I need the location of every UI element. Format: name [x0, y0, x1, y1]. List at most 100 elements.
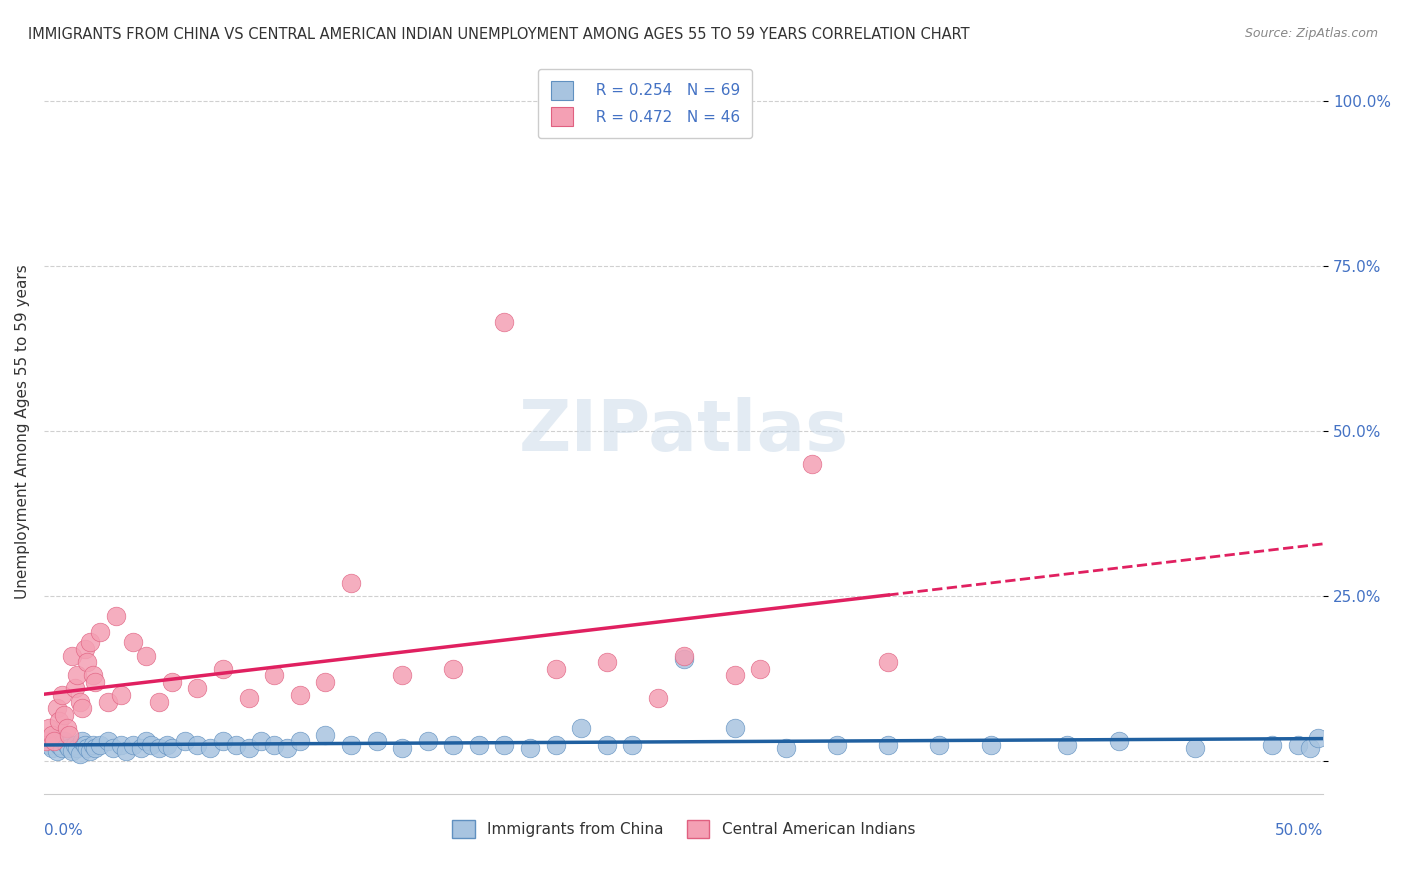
Immigrants from China [148, 740, 170, 755]
Immigrants from China [73, 738, 96, 752]
Immigrants from China [200, 740, 222, 755]
Immigrants from China [186, 738, 208, 752]
Central American Indians [56, 721, 79, 735]
Immigrants from China [129, 740, 152, 755]
Central American Indians [544, 662, 567, 676]
Immigrants from China [225, 738, 247, 752]
Immigrants from China [276, 740, 298, 755]
Central American Indians [122, 635, 145, 649]
Central American Indians [672, 648, 695, 663]
Central American Indians [110, 688, 132, 702]
Central American Indians [749, 662, 772, 676]
Immigrants from China [114, 744, 136, 758]
Central American Indians [263, 668, 285, 682]
Immigrants from China [101, 740, 124, 755]
Immigrants from China [468, 738, 491, 752]
Immigrants from China [48, 738, 70, 752]
Text: Source: ZipAtlas.com: Source: ZipAtlas.com [1244, 27, 1378, 40]
Immigrants from China [672, 652, 695, 666]
Immigrants from China [69, 747, 91, 762]
Central American Indians [186, 681, 208, 696]
Central American Indians [63, 681, 86, 696]
Immigrants from China [416, 734, 439, 748]
Immigrants from China [60, 744, 83, 758]
Central American Indians [391, 668, 413, 682]
Immigrants from China [45, 744, 67, 758]
Immigrants from China [519, 740, 541, 755]
Immigrants from China [53, 734, 76, 748]
Central American Indians [340, 576, 363, 591]
Immigrants from China [238, 740, 260, 755]
Immigrants from China [97, 734, 120, 748]
Immigrants from China [41, 740, 63, 755]
Text: IMMIGRANTS FROM CHINA VS CENTRAL AMERICAN INDIAN UNEMPLOYMENT AMONG AGES 55 TO 5: IMMIGRANTS FROM CHINA VS CENTRAL AMERICA… [28, 27, 970, 42]
Immigrants from China [160, 740, 183, 755]
Legend: Immigrants from China, Central American Indians: Immigrants from China, Central American … [446, 814, 921, 845]
Central American Indians [66, 668, 89, 682]
Central American Indians [84, 674, 107, 689]
Central American Indians [800, 457, 823, 471]
Immigrants from China [72, 734, 94, 748]
Central American Indians [89, 625, 111, 640]
Central American Indians [238, 691, 260, 706]
Immigrants from China [980, 738, 1002, 752]
Immigrants from China [76, 740, 98, 755]
Central American Indians [647, 691, 669, 706]
Immigrants from China [366, 734, 388, 748]
Immigrants from China [110, 738, 132, 752]
Immigrants from China [1286, 738, 1309, 752]
Central American Indians [76, 655, 98, 669]
Immigrants from China [212, 734, 235, 748]
Immigrants from China [877, 738, 900, 752]
Immigrants from China [494, 738, 516, 752]
Immigrants from China [156, 738, 179, 752]
Central American Indians [73, 641, 96, 656]
Central American Indians [160, 674, 183, 689]
Central American Indians [877, 655, 900, 669]
Central American Indians [135, 648, 157, 663]
Immigrants from China [775, 740, 797, 755]
Immigrants from China [141, 738, 163, 752]
Immigrants from China [56, 738, 79, 752]
Immigrants from China [1108, 734, 1130, 748]
Immigrants from China [441, 738, 464, 752]
Central American Indians [51, 688, 73, 702]
Central American Indians [42, 734, 65, 748]
Central American Indians [148, 695, 170, 709]
Central American Indians [104, 609, 127, 624]
Central American Indians [724, 668, 747, 682]
Immigrants from China [544, 738, 567, 752]
Immigrants from China [825, 738, 848, 752]
Immigrants from China [35, 734, 58, 748]
Central American Indians [48, 714, 70, 729]
Immigrants from China [38, 738, 60, 752]
Immigrants from China [263, 738, 285, 752]
Central American Indians [69, 695, 91, 709]
Immigrants from China [1308, 731, 1330, 745]
Central American Indians [35, 734, 58, 748]
Central American Indians [314, 674, 336, 689]
Immigrants from China [51, 740, 73, 755]
Text: 0.0%: 0.0% [44, 823, 83, 838]
Immigrants from China [724, 721, 747, 735]
Immigrants from China [1056, 738, 1078, 752]
Y-axis label: Unemployment Among Ages 55 to 59 years: Unemployment Among Ages 55 to 59 years [15, 264, 30, 599]
Immigrants from China [621, 738, 644, 752]
Immigrants from China [928, 738, 950, 752]
Central American Indians [79, 635, 101, 649]
Immigrants from China [173, 734, 195, 748]
Immigrants from China [135, 734, 157, 748]
Immigrants from China [58, 740, 80, 755]
Immigrants from China [42, 731, 65, 745]
Immigrants from China [84, 740, 107, 755]
Central American Indians [38, 721, 60, 735]
Immigrants from China [1261, 738, 1284, 752]
Immigrants from China [596, 738, 619, 752]
Immigrants from China [314, 728, 336, 742]
Text: ZIPatlas: ZIPatlas [519, 397, 849, 466]
Central American Indians [72, 701, 94, 715]
Immigrants from China [89, 738, 111, 752]
Immigrants from China [63, 738, 86, 752]
Immigrants from China [1299, 740, 1322, 755]
Immigrants from China [391, 740, 413, 755]
